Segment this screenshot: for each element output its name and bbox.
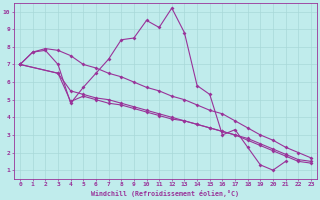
X-axis label: Windchill (Refroidissement éolien,°C): Windchill (Refroidissement éolien,°C) [92, 190, 239, 197]
